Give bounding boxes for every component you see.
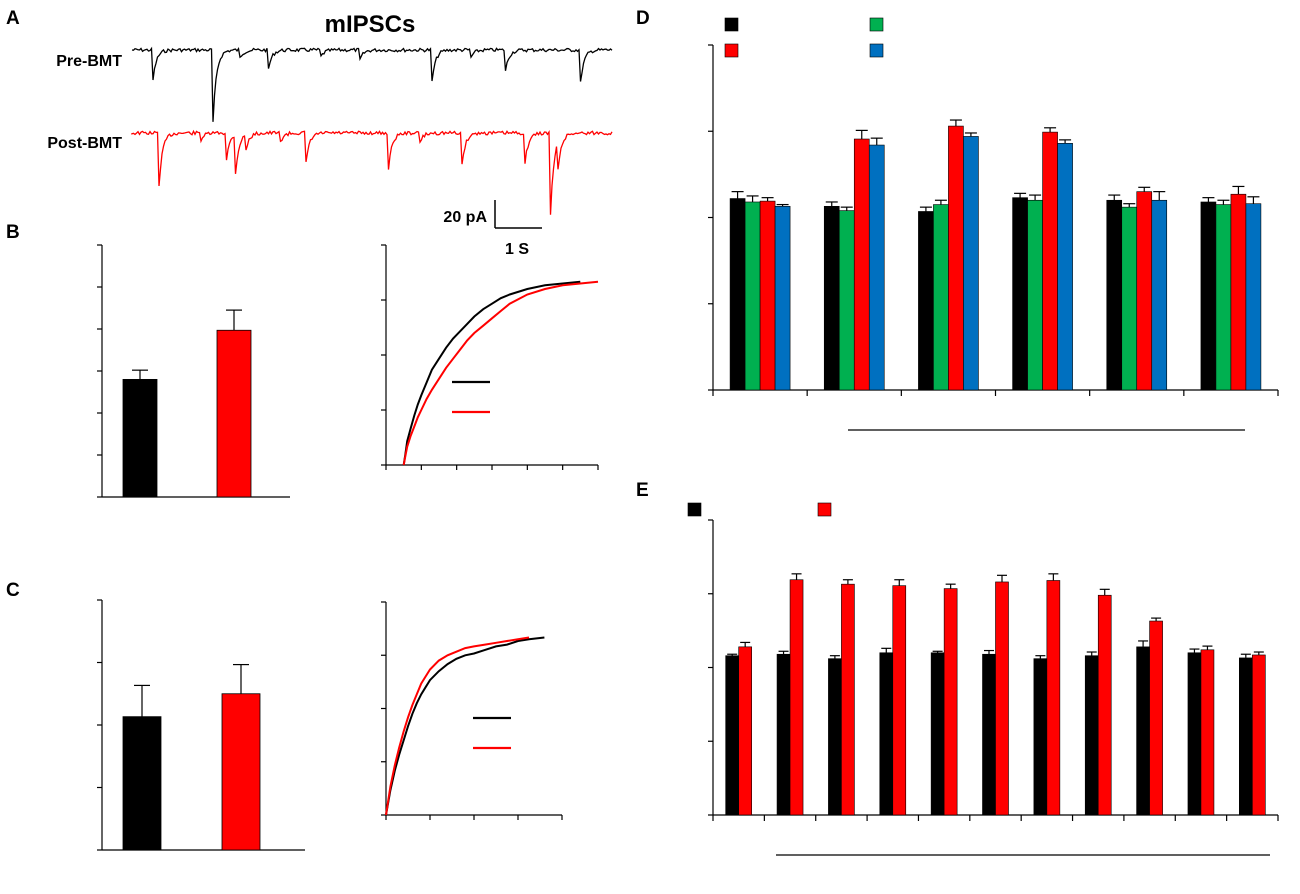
e-bar-bar	[1149, 620, 1163, 816]
b-bar-bar-pre	[122, 378, 158, 498]
chart-e-distension-bar	[687, 502, 1279, 856]
e-bar-bar	[995, 581, 1009, 816]
d-bar-bar	[933, 204, 949, 391]
chart-d-distension-bar	[708, 17, 1279, 431]
chart-b-amplitude-bar	[97, 244, 290, 498]
e-bar-bar	[841, 583, 855, 816]
d-bar-bar	[1057, 143, 1073, 391]
d-bar-bar	[918, 211, 934, 391]
d-bar-bar	[853, 138, 870, 391]
scale-bar-x-label: 1 S	[505, 241, 529, 258]
d-bar-bar	[1215, 204, 1232, 391]
c-cdf-line-pre	[385, 636, 545, 816]
b-cdf-line-pre	[402, 280, 581, 466]
e-bar-bar	[738, 646, 752, 816]
d-bar-bar	[823, 205, 840, 391]
scale-bar-y-label: 20 pA	[443, 209, 487, 226]
panel-label-a: A	[6, 8, 20, 29]
d-bar-bar	[1245, 203, 1262, 391]
d-bar-bar	[1106, 199, 1123, 391]
b-bar-bar-post	[216, 329, 252, 498]
d-bar-legend-swatch	[869, 17, 884, 32]
e-bar-bar	[892, 585, 907, 816]
e-bar-bar	[789, 579, 804, 816]
d-bar-legend-swatch	[724, 43, 739, 58]
trace-label-post: Post-BMT	[47, 135, 122, 152]
d-bar-bar	[948, 125, 964, 391]
e-bar-legend-swatch	[817, 502, 832, 517]
d-bar-legend-swatch	[869, 43, 884, 58]
d-bar-bar	[774, 205, 791, 391]
e-bar-bar	[1239, 657, 1253, 816]
trace-post	[131, 129, 613, 215]
e-bar-bar	[828, 658, 842, 816]
e-bar-bar	[1097, 594, 1112, 816]
chart-c-frequency-bar	[97, 599, 305, 851]
e-bar-bar	[879, 652, 894, 816]
b-cdf-line-post	[402, 280, 599, 466]
trace-pre	[131, 46, 613, 122]
e-bar-bar	[1136, 646, 1150, 816]
e-bar-bar	[930, 652, 945, 816]
d-bar-bar	[1230, 193, 1247, 391]
e-bar-bar	[1046, 580, 1061, 816]
e-bar-legend-swatch	[687, 502, 702, 517]
d-bar-bar	[1200, 201, 1217, 391]
chart-b-amplitude-cdf	[381, 244, 599, 470]
d-bar-bar	[1042, 131, 1058, 391]
e-bar-bar	[1200, 649, 1215, 816]
e-bar-bar	[982, 653, 996, 816]
d-bar-bar	[1121, 206, 1138, 391]
e-bar-bar	[943, 588, 958, 816]
chart-c-interval-cdf	[381, 601, 563, 820]
panel-label-b: B	[6, 222, 20, 243]
traces-title: mIPSCs	[325, 11, 416, 38]
d-bar-bar	[759, 200, 776, 391]
e-bar-bar	[1252, 654, 1266, 816]
e-bar-bar	[725, 655, 739, 816]
e-bar-bar	[1084, 655, 1099, 816]
trace-label-pre: Pre-BMT	[56, 53, 122, 70]
d-bar-bar	[838, 210, 855, 391]
d-bar-legend-swatch	[724, 17, 739, 32]
c-bar-bar-pre	[122, 716, 162, 851]
c-cdf-line-post	[385, 636, 530, 816]
d-bar-bar	[963, 136, 979, 391]
c-bar-bar-post	[221, 693, 261, 851]
panel-label-c: C	[6, 580, 20, 601]
d-bar-bar	[1136, 191, 1153, 391]
e-bar-bar	[1187, 652, 1202, 816]
d-bar-bar	[744, 201, 761, 391]
d-bar-bar	[1012, 197, 1028, 391]
d-bar-bar	[868, 144, 885, 391]
panel-label-e: E	[636, 480, 649, 501]
e-bar-bar	[1033, 658, 1048, 816]
d-bar-bar	[1151, 199, 1168, 391]
d-bar-bar	[1027, 199, 1043, 391]
d-bar-bar	[729, 198, 746, 391]
e-bar-bar	[776, 653, 791, 816]
panel-label-d: D	[636, 8, 650, 29]
